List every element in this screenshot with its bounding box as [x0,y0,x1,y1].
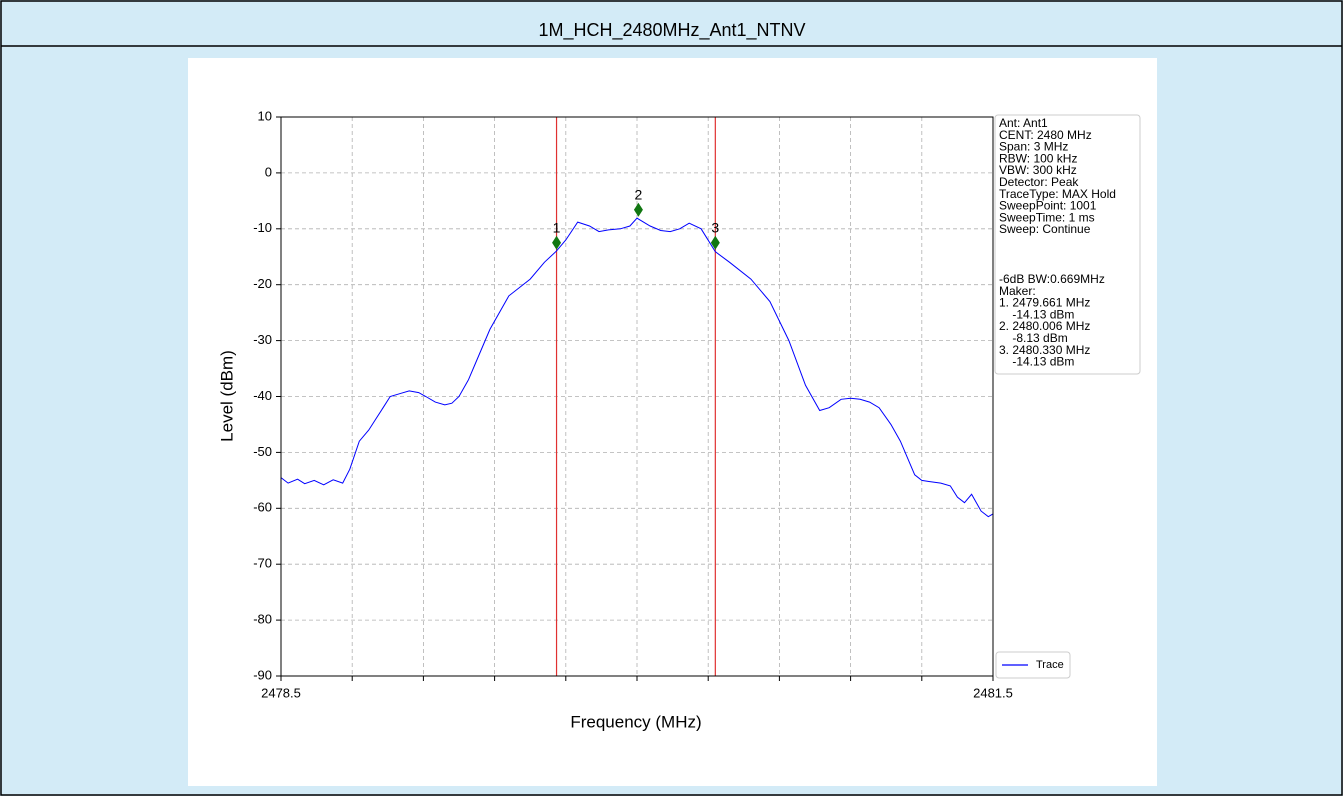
y-tick-label: -20 [253,276,272,291]
info-line: Span: 3 MHz [999,140,1068,154]
info-line: RBW: 100 kHz [999,151,1077,165]
marker-label: 1 [553,219,561,235]
x-tick-label: 2478.5 [261,685,301,700]
y-tick-label: -70 [253,556,272,571]
plot-frame [280,116,994,677]
info-line: Ant: Ant1 [999,116,1048,130]
info-line: VBW: 300 kHz [999,163,1077,177]
y-tick-label: -30 [253,332,272,347]
info-line: SweepTime: 1 ms [999,210,1095,224]
legend [995,651,1071,679]
y-tick-label: -80 [253,612,272,627]
result-line: -14.13 dBm [999,355,1074,369]
x-tick-label: 2481.5 [973,685,1013,700]
info-line: SweepPoint: 1001 [999,199,1097,213]
trace-line [280,217,994,518]
y-tick-label: -90 [253,667,272,682]
y-tick-label: -40 [253,388,272,403]
result-line: 2. 2480.006 MHz [999,319,1090,333]
result-line: -8.13 dBm [999,331,1068,345]
result-line: 1. 2479.661 MHz [999,296,1090,310]
page-title: 1M_HCH_2480MHz_Ant1_NTNV [538,20,805,41]
y-tick-label: -50 [253,444,272,459]
marker [552,235,562,250]
y-axis-label: Level (dBm) [217,350,236,442]
marker-label: 2 [635,186,643,202]
result-line: Maker: [999,284,1036,298]
marker [633,202,643,217]
y-tick-label: 0 [265,164,272,179]
result-line: 3. 2480.330 MHz [999,343,1090,357]
marker-label: 3 [711,219,719,235]
marker [710,235,720,250]
x-axis-label: Frequency (MHz) [570,712,701,731]
y-tick-label: 10 [258,108,272,123]
result-line: -14.13 dBm [999,307,1074,321]
legend-label: Trace [1036,659,1064,671]
result-line: -6dB BW:0.669MHz [999,272,1105,286]
info-box [994,114,1141,375]
info-line: TraceType: MAX Hold [999,187,1116,201]
y-tick-label: -60 [253,500,272,515]
y-tick-label: -10 [253,220,272,235]
info-line: Detector: Peak [999,175,1079,189]
info-line: Sweep: Continue [999,222,1091,236]
info-line: CENT: 2480 MHz [999,128,1092,142]
